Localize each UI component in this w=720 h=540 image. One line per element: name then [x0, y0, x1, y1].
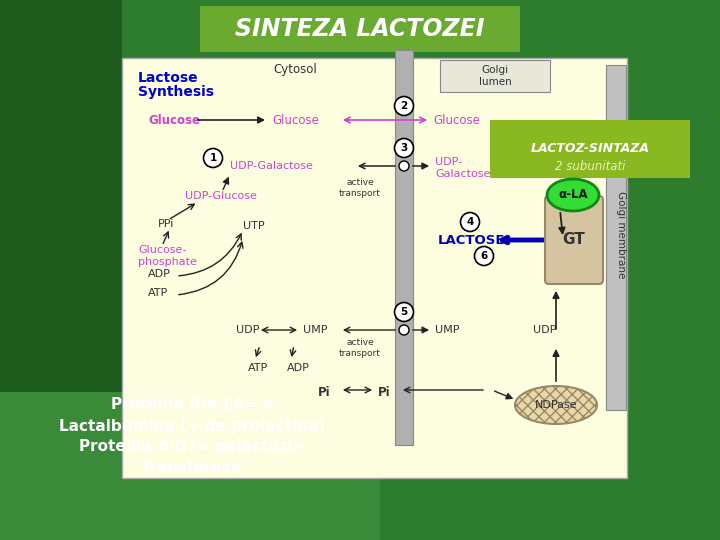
Text: 6: 6	[480, 251, 487, 261]
FancyBboxPatch shape	[122, 58, 627, 478]
Text: Cytosol: Cytosol	[273, 64, 317, 77]
Text: PPi: PPi	[158, 219, 174, 229]
Text: Glucose-: Glucose-	[138, 245, 186, 255]
Text: active
transport: active transport	[339, 338, 381, 357]
Text: UTP: UTP	[243, 221, 265, 231]
Text: phosphate: phosphate	[138, 257, 197, 267]
Text: Pi: Pi	[318, 386, 330, 399]
Text: 4: 4	[467, 217, 474, 227]
Circle shape	[461, 213, 480, 232]
Text: UMP: UMP	[303, 325, 328, 335]
Text: Glucose: Glucose	[148, 113, 200, 126]
Text: UDP: UDP	[236, 325, 259, 335]
Text: Galactose: Galactose	[435, 169, 490, 179]
Text: ATP: ATP	[148, 288, 168, 298]
Text: UMP: UMP	[435, 325, 459, 335]
Circle shape	[204, 148, 222, 167]
Circle shape	[395, 302, 413, 321]
Text: 2: 2	[400, 101, 408, 111]
Text: NDPase: NDPase	[535, 400, 577, 410]
FancyBboxPatch shape	[440, 60, 550, 92]
Circle shape	[395, 97, 413, 116]
Text: Lactalbumina (+ de prolactina): Lactalbumina (+ de prolactina)	[59, 418, 325, 434]
Text: active
transport: active transport	[339, 178, 381, 198]
Text: LACTOSE: LACTOSE	[438, 233, 505, 246]
FancyBboxPatch shape	[0, 392, 380, 540]
Text: Proteina B/α-LA= α: Proteina B/α-LA= α	[111, 397, 273, 413]
Text: Golgi
lumen: Golgi lumen	[479, 65, 511, 87]
Circle shape	[399, 325, 409, 335]
Ellipse shape	[515, 386, 597, 424]
Text: UDP-: UDP-	[435, 157, 462, 167]
FancyBboxPatch shape	[545, 196, 603, 284]
FancyBboxPatch shape	[200, 6, 520, 52]
Text: ADP: ADP	[148, 269, 171, 279]
Circle shape	[399, 161, 409, 171]
Text: Glucose: Glucose	[272, 113, 319, 126]
Ellipse shape	[547, 179, 599, 211]
Text: 3: 3	[400, 143, 408, 153]
FancyBboxPatch shape	[395, 50, 413, 445]
Text: UDP-Galactose: UDP-Galactose	[230, 161, 313, 171]
Text: UDP-Glucose: UDP-Glucose	[185, 191, 257, 201]
Text: Golgi membrane: Golgi membrane	[616, 191, 626, 279]
Text: Proteina A/GT= galactozil-: Proteina A/GT= galactozil-	[79, 440, 305, 455]
Circle shape	[395, 138, 413, 158]
Text: LACTOZ-SINTAZA: LACTOZ-SINTAZA	[531, 141, 649, 154]
FancyBboxPatch shape	[0, 0, 122, 540]
Text: Lactose: Lactose	[138, 71, 199, 85]
Text: UDP: UDP	[533, 325, 557, 335]
Text: ATP: ATP	[248, 363, 269, 373]
Text: ADP: ADP	[287, 363, 310, 373]
FancyBboxPatch shape	[606, 65, 626, 410]
Circle shape	[474, 246, 493, 266]
Text: Glucose: Glucose	[433, 113, 480, 126]
Text: 5: 5	[400, 307, 408, 317]
Text: Synthesis: Synthesis	[138, 85, 214, 99]
FancyBboxPatch shape	[490, 120, 690, 178]
Text: GT: GT	[562, 233, 585, 247]
Text: 2 subunitati: 2 subunitati	[555, 159, 625, 172]
Text: transferaza: transferaza	[143, 461, 242, 476]
Text: Pi: Pi	[378, 386, 391, 399]
Text: α-LA: α-LA	[558, 188, 588, 201]
Text: 1: 1	[210, 153, 217, 163]
Text: SINTEZA LACTOZEI: SINTEZA LACTOZEI	[235, 17, 485, 41]
